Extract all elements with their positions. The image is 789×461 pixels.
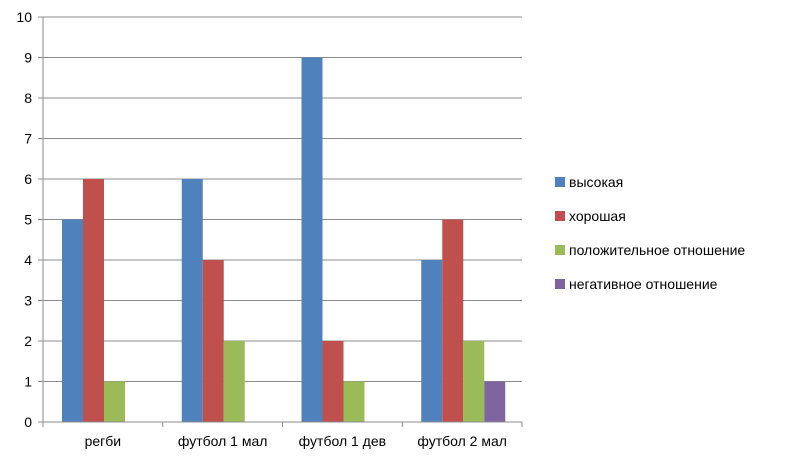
axes <box>38 16 523 427</box>
x-tick-label-3: футбол 1 дев <box>299 433 386 449</box>
y-tick-label-5: 5 <box>24 212 32 228</box>
bar-3-2 <box>223 341 245 422</box>
legend-label-4: негативное отношение <box>569 276 718 292</box>
legend-label-1: высокая <box>569 174 623 190</box>
y-tick-label-2: 2 <box>24 333 32 349</box>
bar-3-4 <box>463 341 485 422</box>
y-tick-label-10: 10 <box>16 9 32 25</box>
legend-swatch-4 <box>555 279 565 289</box>
gridlines <box>43 16 522 382</box>
x-tick-label-2: футбол 1 мал <box>178 433 268 449</box>
y-tick-label-1: 1 <box>24 374 32 390</box>
bar-4-4 <box>484 381 506 422</box>
bars <box>62 57 506 422</box>
y-tick-labels: 0 1 2 3 4 5 6 7 8 9 10 <box>16 9 32 430</box>
bar-1-2 <box>181 179 203 422</box>
y-tick-label-7: 7 <box>24 131 32 147</box>
x-tick-labels: регби футбол 1 мал футбол 1 дев футбол 2 ма… <box>85 433 507 449</box>
y-tick-label-8: 8 <box>24 90 32 106</box>
bar-1-3 <box>301 57 323 422</box>
x-tick-label-4: футбол 2 мал <box>417 433 507 449</box>
x-tick-label-1: регби <box>85 433 122 449</box>
bar-3-3 <box>343 381 365 422</box>
bar-2-1 <box>83 179 104 422</box>
y-tick-label-0: 0 <box>24 414 32 430</box>
y-tick-label-6: 6 <box>24 171 32 187</box>
bar-1-4 <box>421 260 443 422</box>
y-tick-label-3: 3 <box>24 293 32 309</box>
bar-2-3 <box>322 341 344 422</box>
legend-label-3: положительное отношение <box>569 242 745 258</box>
y-tick-label-4: 4 <box>24 252 32 268</box>
legend-label-2: хорошая <box>569 208 626 224</box>
legend-swatch-3 <box>555 245 565 255</box>
legend-swatch-1 <box>555 177 565 187</box>
y-tick-label-9: 9 <box>24 50 32 66</box>
bar-2-2 <box>202 260 224 422</box>
bar-1-1 <box>62 219 83 422</box>
bar-2-4 <box>442 219 464 422</box>
bar-3-1 <box>104 381 125 422</box>
legend-swatch-2 <box>555 211 565 221</box>
legend: высокая хорошая положительное отношение нег… <box>555 174 745 292</box>
